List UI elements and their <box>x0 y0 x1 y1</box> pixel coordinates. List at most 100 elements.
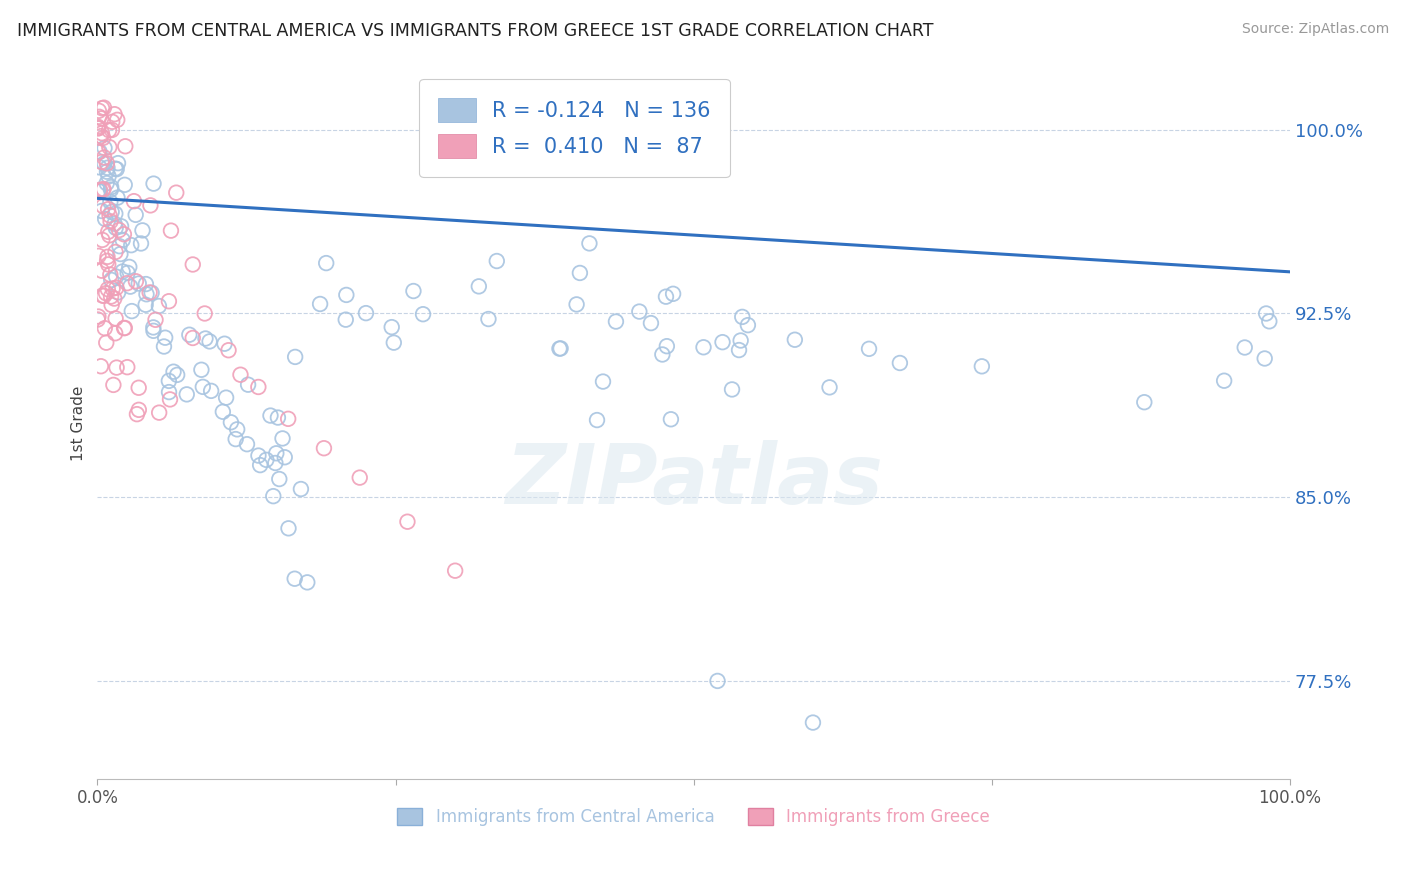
Point <box>103 378 125 392</box>
Point <box>159 392 181 407</box>
Point <box>91 101 114 115</box>
Point <box>284 572 307 586</box>
Point <box>198 334 221 349</box>
Point <box>93 101 115 115</box>
Point <box>141 285 163 300</box>
Point <box>90 263 112 277</box>
Point <box>96 253 118 268</box>
Point <box>157 294 180 309</box>
Point <box>550 342 572 356</box>
Point <box>640 316 662 330</box>
Point <box>98 123 121 137</box>
Point <box>801 715 824 730</box>
Point <box>157 385 180 400</box>
Point <box>970 359 993 374</box>
Point <box>128 277 150 291</box>
Point <box>87 310 110 324</box>
Point <box>145 312 167 326</box>
Point <box>290 482 312 496</box>
Point <box>335 288 357 302</box>
Point <box>651 347 673 361</box>
Y-axis label: 1st Grade: 1st Grade <box>72 386 86 461</box>
Point <box>271 432 294 446</box>
Point <box>269 472 291 486</box>
Point <box>259 409 281 423</box>
Point <box>1256 306 1278 320</box>
Point <box>381 320 404 334</box>
Point <box>662 286 685 301</box>
Point <box>97 169 120 184</box>
Point <box>262 489 284 503</box>
Point <box>111 264 134 278</box>
Text: ZIPatlas: ZIPatlas <box>505 440 883 521</box>
Point <box>89 145 111 159</box>
Point <box>97 257 120 271</box>
Point <box>218 343 240 358</box>
Point <box>706 673 728 688</box>
Point <box>148 406 170 420</box>
Point <box>89 161 111 175</box>
Point <box>93 182 115 196</box>
Point <box>93 141 115 155</box>
Point <box>105 281 128 295</box>
Point <box>721 383 744 397</box>
Point <box>91 183 114 197</box>
Point <box>100 180 122 194</box>
Point <box>655 339 678 353</box>
Point <box>312 441 335 455</box>
Point <box>236 437 259 451</box>
Point <box>191 380 214 394</box>
Point <box>889 356 911 370</box>
Point <box>91 199 114 213</box>
Point <box>100 298 122 312</box>
Point <box>115 276 138 290</box>
Point <box>711 335 734 350</box>
Point <box>335 312 357 326</box>
Point <box>96 250 118 264</box>
Point <box>200 384 222 398</box>
Point <box>1253 351 1275 366</box>
Point <box>112 227 135 242</box>
Point <box>165 186 187 200</box>
Point <box>315 256 337 270</box>
Point <box>349 470 371 484</box>
Point <box>247 449 270 463</box>
Point <box>131 223 153 237</box>
Point <box>98 208 121 222</box>
Point <box>98 268 121 282</box>
Point <box>97 225 120 239</box>
Point <box>100 214 122 228</box>
Point <box>254 453 277 467</box>
Point <box>97 202 120 217</box>
Point <box>181 258 204 272</box>
Point <box>124 208 146 222</box>
Point <box>105 162 128 177</box>
Point <box>249 458 271 472</box>
Point <box>87 184 110 198</box>
Point <box>166 368 188 382</box>
Point <box>354 306 377 320</box>
Point <box>818 380 841 394</box>
Point <box>87 145 110 160</box>
Point <box>655 290 678 304</box>
Point <box>444 564 467 578</box>
Point <box>264 456 287 470</box>
Point <box>266 446 288 460</box>
Point <box>94 286 117 301</box>
Point <box>117 360 139 375</box>
Point <box>104 207 127 221</box>
Point <box>396 515 419 529</box>
Point <box>157 374 180 388</box>
Point <box>138 285 160 300</box>
Point <box>93 289 115 303</box>
Point <box>96 161 118 175</box>
Point <box>91 233 114 247</box>
Point <box>107 191 129 205</box>
Point <box>107 285 129 300</box>
Point <box>90 112 112 126</box>
Point <box>1258 314 1281 328</box>
Point <box>142 320 165 334</box>
Point <box>93 151 115 165</box>
Point <box>108 239 131 253</box>
Point <box>179 327 201 342</box>
